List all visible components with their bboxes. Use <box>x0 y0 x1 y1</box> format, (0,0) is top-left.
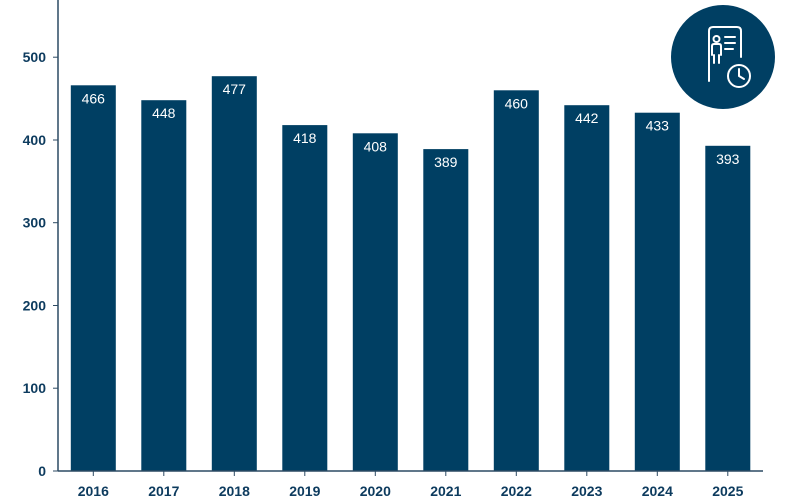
bar-value-label: 389 <box>434 154 458 170</box>
bar-value-label: 433 <box>646 118 670 134</box>
y-tick-label: 200 <box>23 298 47 314</box>
bar-2024 <box>634 112 680 471</box>
bar-2017 <box>141 100 187 471</box>
x-axis-ticks: 2016 2017 2018 2019 2020 2021 2022 2023 2024 2025 <box>78 471 744 499</box>
x-tick-label: 2024 <box>642 483 673 499</box>
bar-2019 <box>282 125 328 471</box>
y-tick-label: 300 <box>23 215 47 231</box>
employee-record-badge <box>671 5 775 109</box>
y-axis-ticks: 0 100 200 300 400 500 <box>23 49 58 479</box>
x-tick-label: 2023 <box>571 483 602 499</box>
x-tick-label: 2025 <box>712 483 743 499</box>
bar-2016 <box>70 85 116 472</box>
bar-2020 <box>352 133 398 472</box>
bar-labels-group: 466 448 477 418 408 389 460 442 433 393 <box>82 81 740 170</box>
bars-group <box>70 76 751 472</box>
bar-2022 <box>493 90 539 472</box>
x-tick-label: 2020 <box>360 483 391 499</box>
y-tick-label: 500 <box>23 49 47 65</box>
bar-2018 <box>211 76 257 471</box>
bar-value-label: 442 <box>575 110 599 126</box>
x-tick-label: 2019 <box>289 483 320 499</box>
bar-value-label: 418 <box>293 130 317 146</box>
x-tick-label: 2022 <box>501 483 532 499</box>
x-tick-label: 2017 <box>148 483 179 499</box>
x-tick-label: 2021 <box>430 483 461 499</box>
x-tick-label: 2018 <box>219 483 250 499</box>
y-tick-label: 100 <box>23 380 47 396</box>
bar-value-label: 477 <box>223 81 247 97</box>
y-tick-label: 0 <box>38 463 46 479</box>
bar-value-label: 408 <box>364 138 388 154</box>
bar-2021 <box>423 149 469 471</box>
y-tick-label: 400 <box>23 132 47 148</box>
bar-value-label: 460 <box>505 95 529 111</box>
bar-2025 <box>705 145 751 472</box>
bar-value-label: 448 <box>152 105 176 121</box>
bar-value-label: 466 <box>82 90 106 106</box>
bar-2023 <box>564 105 610 471</box>
bar-value-label: 393 <box>716 151 740 167</box>
x-tick-label: 2016 <box>78 483 109 499</box>
employee-record-clock-icon <box>671 5 775 109</box>
